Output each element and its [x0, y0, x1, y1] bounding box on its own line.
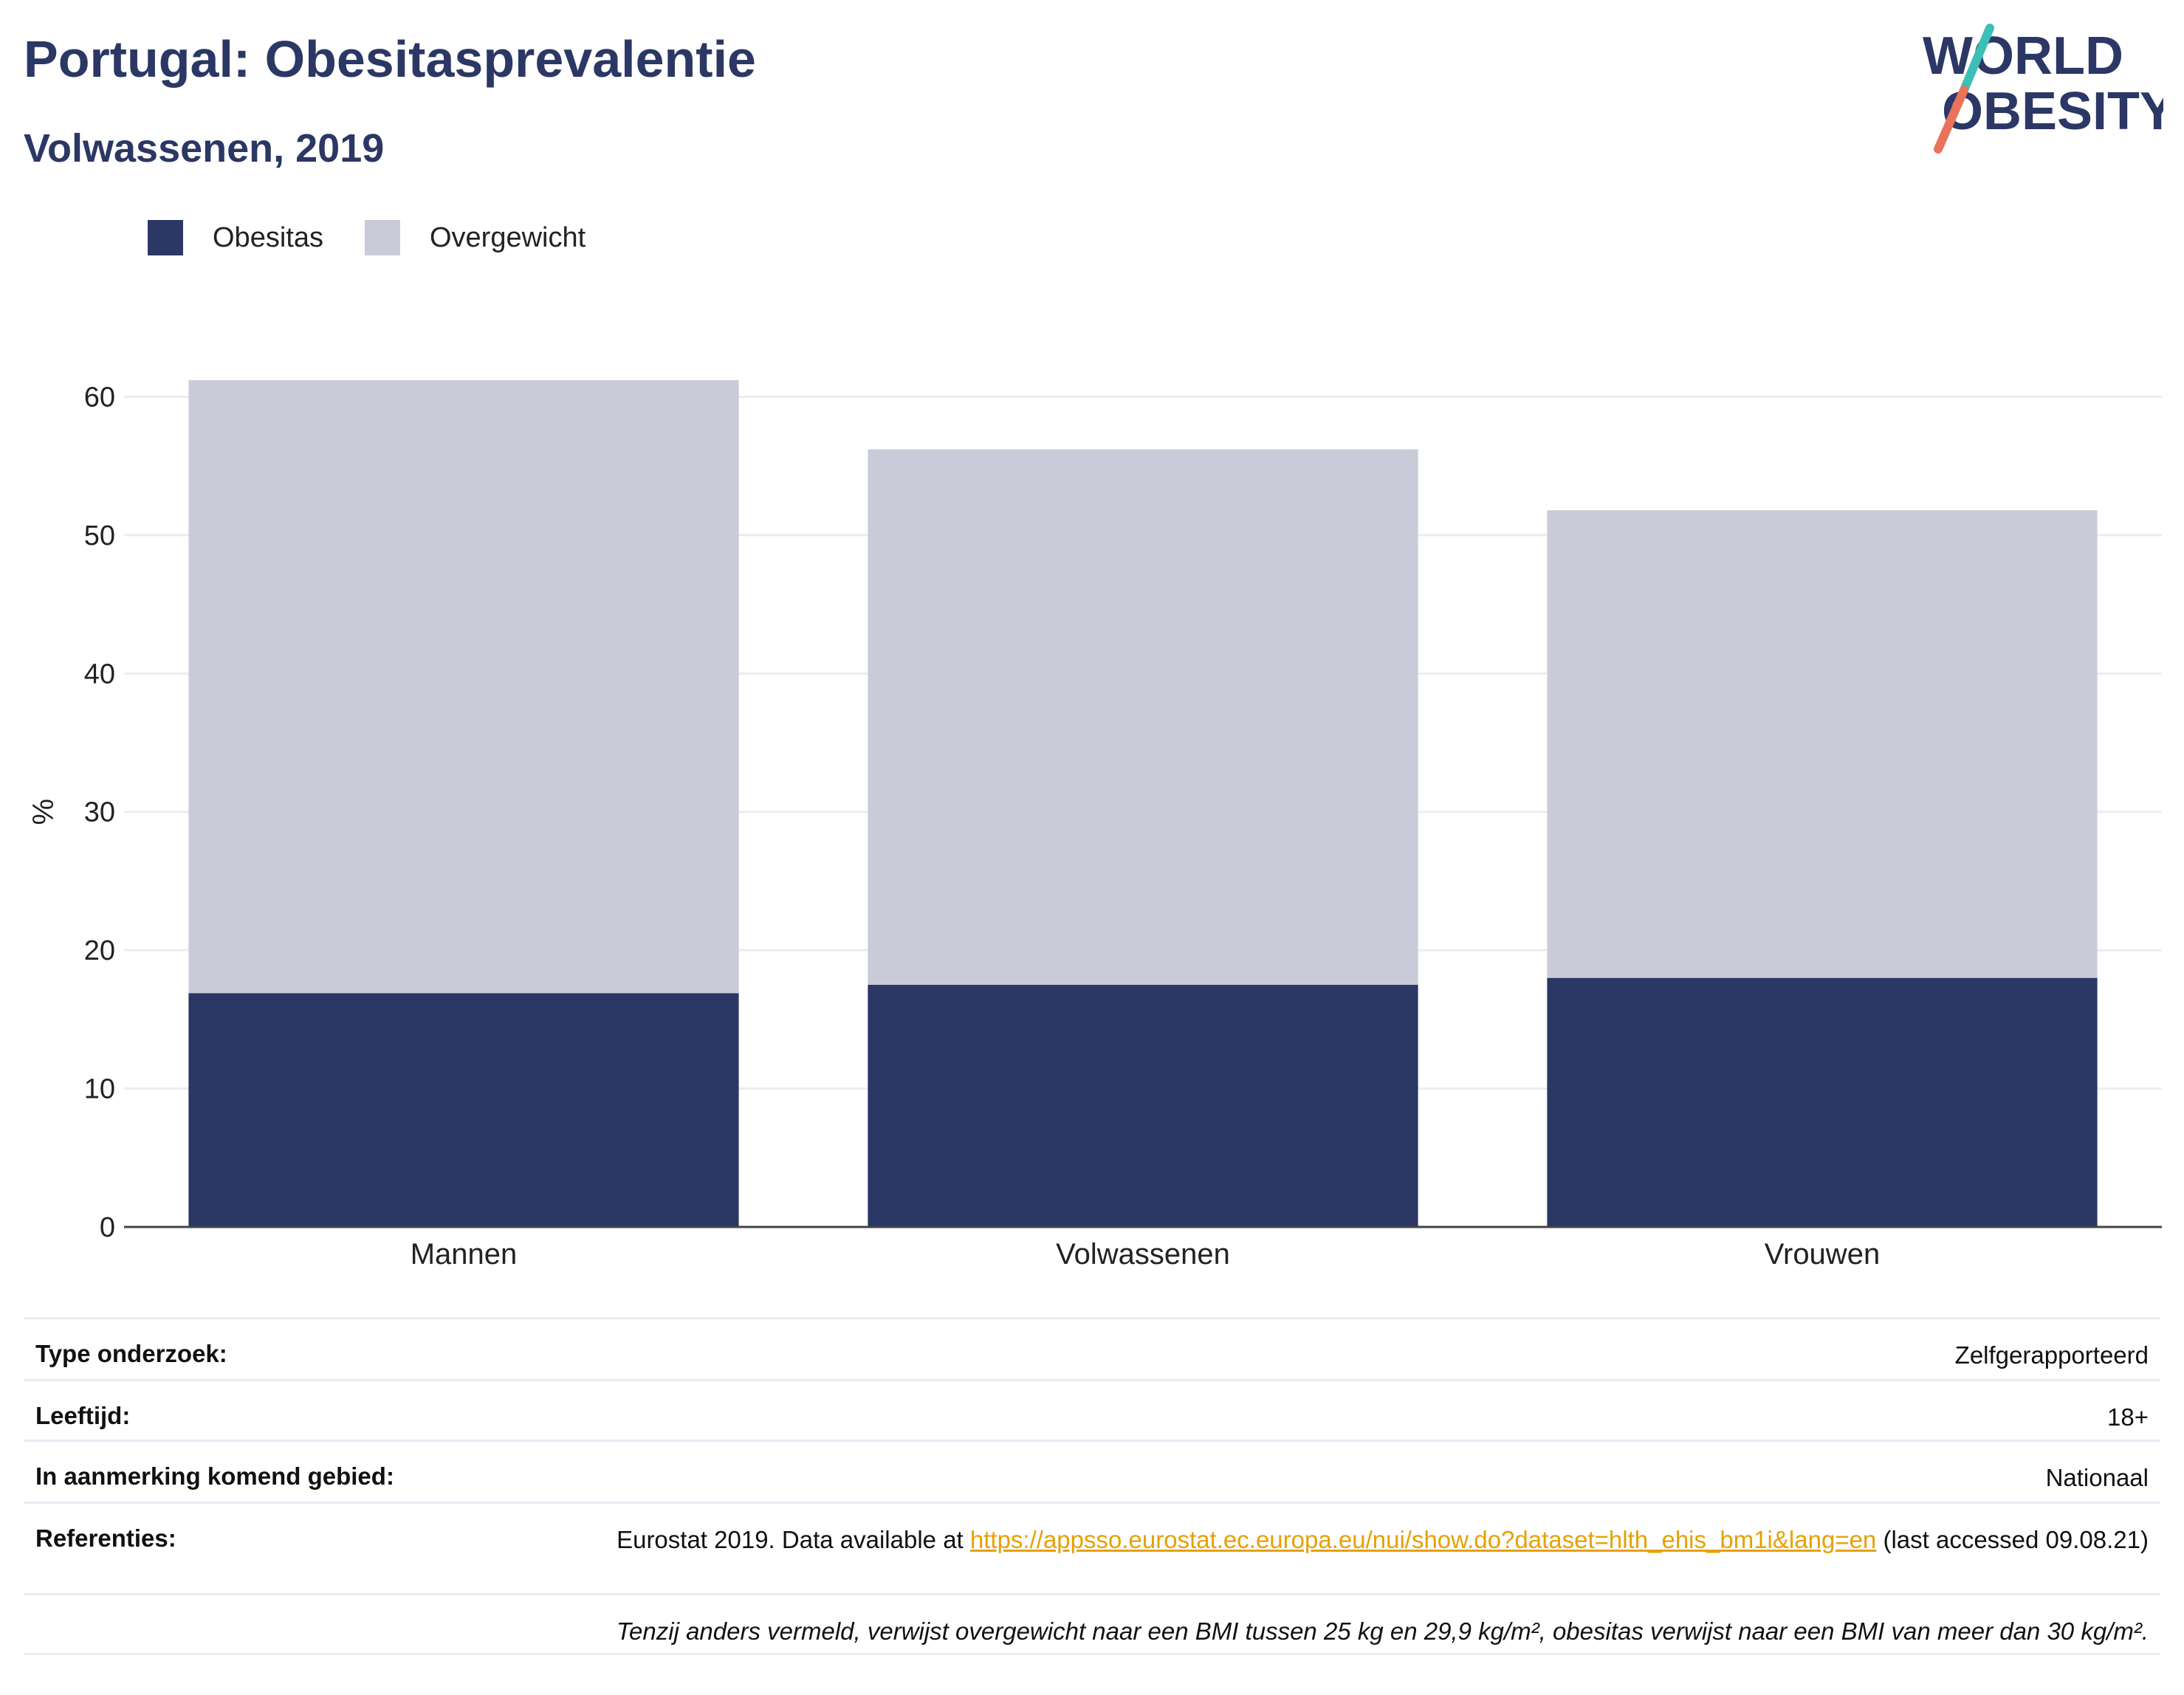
y-tick-label-0: 0	[100, 1212, 115, 1243]
info-row-note: Tenzij anders vermeld, verwijst overgewi…	[24, 1593, 2160, 1655]
legend-label-overgewicht: Overgewicht	[429, 221, 586, 253]
info-ref-label: Referenties:	[35, 1524, 176, 1552]
info-row-age: Leeftijd: 18+	[24, 1379, 2160, 1440]
y-axis-label: %	[27, 799, 60, 825]
info-age-value: 18+	[2107, 1403, 2149, 1431]
bar-obesitas-mannen	[188, 993, 739, 1227]
bar-overgewicht-volwassenen	[868, 449, 1418, 986]
info-age-label: Leeftijd:	[35, 1402, 131, 1429]
logo-line1: WORLD	[1923, 27, 2123, 86]
y-tick-label-50: 50	[84, 520, 115, 551]
ref-prefix: Eurostat 2019. Data available at	[617, 1526, 970, 1553]
legend-swatch-overgewicht	[364, 220, 400, 255]
y-tick-label-10: 10	[84, 1074, 115, 1105]
bar-obesitas-volwassenen	[868, 985, 1418, 1227]
chart-title: Portugal: Obesitasprevalentie	[24, 30, 756, 88]
y-tick-label-30: 30	[84, 797, 115, 828]
info-row-area: In aanmerking komend gebied: Nationaal	[24, 1440, 2160, 1502]
legend-label-obesitas: Obesitas	[213, 221, 323, 253]
logo-line2: OBESITY	[1942, 82, 2163, 141]
info-ref-value: Eurostat 2019. Data available at https:/…	[617, 1524, 2149, 1555]
info-area-value: Nationaal	[2045, 1464, 2149, 1491]
info-area-label: In aanmerking komend gebied:	[35, 1462, 394, 1490]
info-table: Type onderzoek: Zelfgerapporteerd Leefti…	[24, 1317, 2160, 1655]
legend-swatch-obesitas	[148, 220, 183, 255]
stacked-bar-chart: 0 10 20 30 40 50 60% Mannen Volwassenen Vrouwen	[27, 379, 2162, 1271]
chart-legend: Obesitas Overgewicht	[148, 220, 627, 255]
x-tick-label-mannen: Mannen	[411, 1238, 518, 1271]
info-type-label: Type onderzoek:	[35, 1340, 227, 1367]
legend-item-obesitas: Obesitas	[148, 220, 323, 255]
bar-overgewicht-mannen	[188, 379, 739, 994]
y-tick-label-20: 20	[84, 935, 115, 966]
ref-suffix: (last accessed 09.08.21)	[1876, 1526, 2149, 1553]
bar-obesitas-vrouwen	[1547, 977, 2098, 1227]
x-tick-label-volwassenen: Volwassenen	[1056, 1238, 1230, 1271]
info-row-references: Referenties: Eurostat 2019. Data availab…	[24, 1502, 2160, 1593]
world-obesity-logo: WORLD OBESITY	[1923, 24, 2163, 154]
y-tick-label-40: 40	[84, 659, 115, 690]
info-type-value: Zelfgerapporteerd	[1954, 1341, 2149, 1369]
info-row-type: Type onderzoek: Zelfgerapporteerd	[24, 1317, 2160, 1379]
ref-link[interactable]: https://appsso.eurostat.ec.europa.eu/nui…	[969, 1526, 1877, 1553]
bmi-note: Tenzij anders vermeld, verwijst overgewi…	[616, 1617, 2149, 1645]
bar-overgewicht-vrouwen	[1547, 510, 2098, 978]
legend-item-overgewicht: Overgewicht	[364, 220, 586, 255]
x-tick-label-vrouwen: Vrouwen	[1765, 1238, 1880, 1271]
chart-subtitle: Volwassenen, 2019	[24, 126, 385, 171]
y-tick-label-60: 60	[84, 382, 115, 413]
